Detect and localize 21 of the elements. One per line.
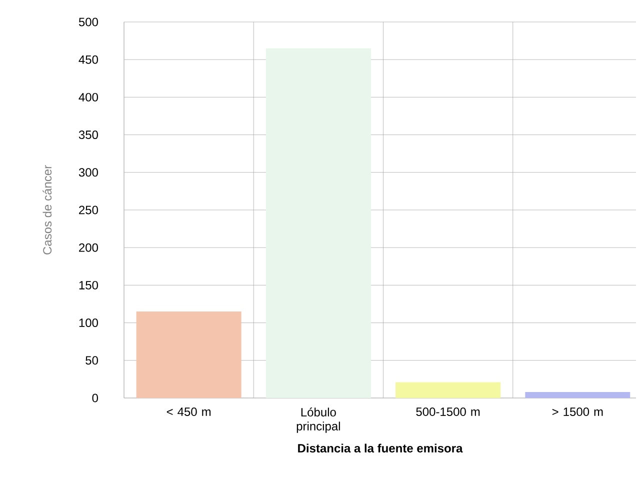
y-tick-label: 450: [78, 55, 98, 64]
y-tick-label: 400: [78, 92, 98, 102]
bar: [266, 48, 371, 398]
x-tick-label: > 1500 m: [552, 408, 603, 416]
y-tick-label: 500: [78, 18, 98, 26]
x-tick-label: 500-1500 m: [416, 408, 480, 416]
y-tick-label: 250: [79, 206, 98, 214]
bar: [136, 312, 242, 398]
y-axis-title: Casos de cáncer: [42, 165, 52, 254]
x-axis-title: Distancia a la fuente emisora: [298, 444, 463, 453]
y-tick-label: 300: [78, 168, 98, 177]
bar: [396, 382, 501, 398]
y-tick-label: 50: [86, 356, 98, 365]
x-tick-label: Lóbulo principal: [296, 408, 340, 433]
y-tick-label: 350: [78, 130, 98, 140]
y-tick-label: 100: [79, 318, 98, 328]
x-tick-label: < 450 m: [166, 408, 211, 416]
y-tick-label: 150: [79, 280, 98, 290]
y-tick-label: 0: [92, 394, 98, 402]
bar: [525, 392, 630, 398]
y-tick-label: 200: [79, 243, 98, 252]
